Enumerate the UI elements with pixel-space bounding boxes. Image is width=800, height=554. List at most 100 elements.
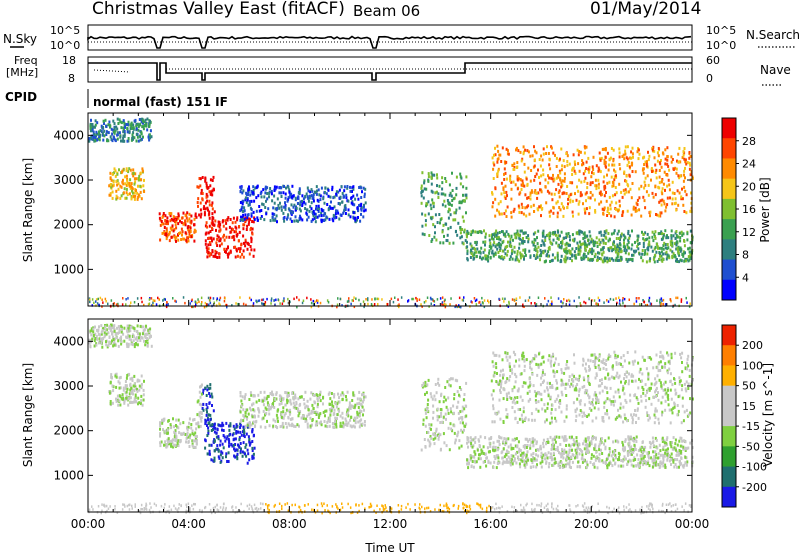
range-cell — [312, 407, 315, 410]
range-cell — [598, 238, 601, 242]
range-cell — [272, 393, 275, 397]
range-cell — [199, 395, 202, 399]
range-cell — [665, 257, 668, 261]
range-cell — [496, 243, 499, 247]
range-cell — [441, 187, 444, 191]
range-cell — [331, 407, 333, 411]
range-cell — [505, 177, 508, 181]
range-cell — [252, 254, 255, 258]
range-cell — [612, 298, 615, 301]
range-cell — [652, 145, 655, 149]
range-cell — [440, 192, 443, 196]
range-cell — [127, 183, 129, 187]
freq-left-tick-top: 18 — [62, 54, 76, 67]
range-cell — [613, 168, 615, 172]
range-cell — [485, 254, 488, 258]
range-cell — [571, 168, 574, 172]
range-cell — [95, 130, 98, 134]
range-cell — [442, 192, 445, 196]
range-cell — [430, 177, 433, 180]
range-cell — [360, 409, 363, 413]
range-cell — [141, 332, 144, 336]
range-cell — [555, 233, 557, 237]
range-cell — [168, 442, 171, 446]
range-cell — [329, 397, 332, 401]
range-cell — [301, 218, 304, 222]
range-cell — [642, 171, 645, 175]
range-cell — [333, 395, 336, 399]
range-cell — [128, 329, 130, 333]
range-cell — [264, 413, 266, 417]
range-cell — [133, 177, 136, 181]
range-cell — [336, 413, 339, 417]
range-cell — [517, 204, 520, 208]
range-cell — [503, 195, 506, 199]
range-cell — [250, 208, 253, 212]
range-cell — [284, 196, 287, 200]
range-cell — [264, 206, 267, 209]
range-cell — [670, 239, 673, 243]
range-cell — [619, 415, 622, 419]
range-cell — [483, 248, 486, 252]
colorbar-tick-label: 16 — [742, 203, 756, 216]
range-cell — [360, 208, 363, 212]
range-cell — [209, 236, 212, 240]
range-cell — [446, 380, 449, 384]
range-cell — [515, 255, 518, 259]
range-cell — [489, 241, 492, 245]
range-cell — [316, 397, 319, 401]
range-cell — [184, 433, 187, 436]
range-cell — [445, 303, 447, 307]
range-cell — [147, 135, 150, 139]
range-cell — [211, 239, 213, 243]
range-cell — [108, 326, 111, 330]
range-cell — [204, 242, 207, 246]
range-cell — [643, 199, 646, 203]
range-cell — [451, 377, 454, 381]
range-cell — [650, 178, 652, 182]
range-cell — [657, 362, 660, 366]
range-cell — [515, 148, 517, 152]
range-cell — [349, 215, 352, 219]
range-cell — [604, 148, 607, 152]
range-cell — [312, 212, 314, 216]
range-cell — [200, 191, 203, 195]
range-cell — [249, 406, 251, 410]
range-cell — [109, 340, 112, 344]
range-cell — [631, 243, 634, 247]
range-cell — [331, 217, 334, 221]
range-cell — [123, 139, 126, 143]
range-cell — [623, 238, 625, 242]
colorbar-tick-label: 28 — [742, 135, 756, 148]
range-cell — [689, 302, 691, 305]
range-cell — [109, 135, 112, 139]
range-cell — [584, 388, 587, 392]
range-cell — [585, 160, 588, 164]
range-cell — [421, 305, 423, 308]
range-cell — [523, 231, 526, 235]
range-cell — [318, 413, 321, 417]
range-cell — [298, 207, 301, 211]
range-cell — [591, 247, 594, 251]
range-cell — [178, 440, 181, 444]
range-cell — [433, 442, 436, 446]
range-cell — [89, 126, 92, 130]
range-cell — [651, 191, 654, 195]
range-cell — [315, 204, 318, 208]
range-cell — [162, 222, 165, 226]
range-cell — [565, 192, 568, 195]
range-cell — [650, 302, 653, 306]
range-cell — [509, 255, 512, 259]
range-cell — [118, 118, 121, 122]
range-cell — [209, 230, 212, 233]
range-cell — [602, 180, 605, 184]
range-cell — [138, 388, 141, 392]
range-cell — [244, 198, 247, 202]
range-cell — [607, 163, 610, 167]
range-cell — [612, 148, 615, 152]
range-cell — [132, 131, 135, 135]
range-cell — [436, 173, 438, 177]
range-cell — [552, 231, 555, 234]
range-cell — [182, 296, 185, 299]
range-cell — [658, 232, 661, 235]
